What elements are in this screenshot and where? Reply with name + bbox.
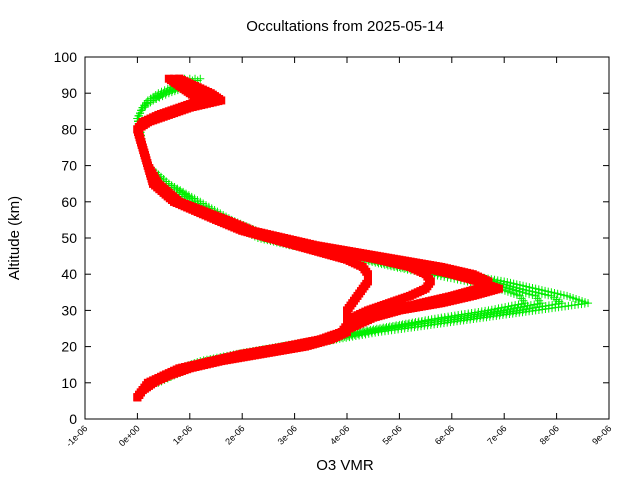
y-axis-label: Altitude (km) (6, 196, 23, 280)
data-point (401, 319, 410, 328)
data-point (359, 327, 368, 336)
data-point (511, 301, 520, 310)
data-point (398, 320, 407, 329)
data-point (528, 291, 537, 300)
data-point (379, 323, 388, 332)
data-point (454, 311, 463, 320)
data-point (372, 324, 381, 333)
data-point (427, 315, 436, 324)
y-tick-label: 90 (61, 85, 77, 101)
data-point (504, 302, 513, 311)
chart-title: Occultations from 2025-05-14 (246, 18, 444, 35)
x-axis-label: O3 VMR (316, 457, 374, 474)
data-point (405, 319, 414, 328)
data-point (497, 303, 506, 312)
plot-area (133, 74, 593, 402)
data-point (440, 313, 449, 322)
data-point (434, 314, 443, 323)
x-tick-label: 9e-06 (590, 423, 613, 446)
series-square (133, 74, 503, 402)
x-tick-label: 4e-06 (328, 423, 351, 446)
data-point (356, 327, 365, 336)
data-point (444, 312, 453, 321)
data-point (437, 313, 446, 322)
data-point (501, 303, 510, 312)
data-point (477, 307, 486, 316)
data-point (411, 318, 420, 327)
data-point (494, 304, 503, 313)
data-point (548, 300, 557, 309)
x-tick-label: 5e-06 (380, 423, 403, 446)
data-point (484, 306, 493, 315)
data-point (467, 308, 476, 317)
data-point (382, 323, 391, 332)
data-point (388, 321, 397, 330)
data-point (481, 306, 490, 315)
x-tick-label: -1e-06 (64, 423, 89, 448)
data-point (424, 315, 433, 324)
x-tick-label: 8e-06 (538, 423, 561, 446)
x-tick-label: 7e-06 (485, 423, 508, 446)
data-point (541, 301, 550, 310)
data-point (376, 324, 385, 333)
data-point (464, 309, 473, 318)
data-point (408, 318, 417, 327)
data-point (511, 286, 520, 295)
y-tick-label: 10 (61, 375, 77, 391)
data-point (508, 285, 517, 294)
data-point (366, 325, 375, 334)
y-tick-label: 70 (61, 158, 77, 174)
data-point (363, 326, 372, 335)
data-point (414, 317, 423, 326)
data-point (474, 307, 483, 316)
data-point (544, 301, 553, 310)
y-tick-label: 100 (54, 49, 78, 65)
data-point (421, 316, 430, 325)
y-tick-label: 30 (61, 302, 77, 318)
data-point (164, 74, 173, 83)
y-tick-label: 40 (61, 266, 77, 282)
y-tick-label: 0 (69, 411, 77, 427)
y-tick-label: 50 (61, 230, 77, 246)
data-point (526, 301, 535, 310)
data-point (417, 316, 426, 325)
data-point (392, 321, 401, 330)
data-point (471, 308, 480, 317)
data-point (507, 301, 516, 310)
y-tick-label: 60 (61, 194, 77, 210)
x-tick-label: 6e-06 (433, 423, 456, 446)
data-point (385, 322, 394, 331)
data-point (460, 310, 469, 319)
data-point (514, 300, 523, 309)
data-point (457, 310, 466, 319)
data-point (369, 325, 378, 334)
x-tick-label: 1e-06 (171, 423, 194, 446)
data-point (538, 302, 547, 311)
data-point (395, 320, 404, 329)
y-tick-label: 20 (61, 339, 77, 355)
data-point (487, 305, 496, 314)
data-point (525, 290, 534, 299)
profile (133, 74, 593, 387)
data-point (450, 311, 459, 320)
series-plus (133, 74, 593, 387)
profile (133, 74, 493, 402)
x-tick-label: 3e-06 (276, 423, 299, 446)
data-point (491, 305, 500, 314)
profile (133, 74, 503, 402)
data-point (430, 314, 439, 323)
data-point (530, 300, 539, 309)
x-tick-label: 0e+00 (117, 423, 142, 448)
data-point (531, 291, 540, 300)
data-point (447, 312, 456, 321)
data-point (521, 289, 530, 298)
data-point (170, 74, 179, 83)
y-tick-label: 80 (61, 121, 77, 137)
x-tick-label: 2e-06 (223, 423, 246, 446)
